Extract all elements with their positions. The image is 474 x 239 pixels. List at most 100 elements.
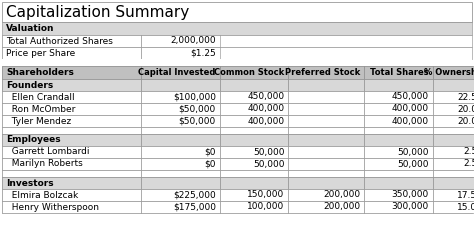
Text: 17.5%: 17.5% [457,190,474,200]
Text: 20.0%: 20.0% [457,116,474,125]
Bar [364,146,433,158]
Text: 400,000: 400,000 [247,116,284,125]
Bar [289,189,364,201]
Bar [2,201,472,213]
Bar [2,66,472,79]
Bar [2,103,141,115]
Text: 2.5%: 2.5% [463,159,474,168]
Text: Employees: Employees [6,136,61,145]
Bar [2,115,472,127]
Text: Capitalization Summary: Capitalization Summary [6,5,189,20]
Bar [141,47,220,59]
Bar [220,134,289,146]
Bar [2,189,472,201]
Bar [289,79,364,91]
Bar [289,127,364,134]
Text: Founders: Founders [6,81,53,89]
Bar [364,158,433,170]
Bar [220,189,289,201]
Bar [141,170,220,177]
Bar [289,201,364,213]
Bar [364,91,433,103]
Bar [2,22,472,35]
Bar [141,201,220,213]
Bar [433,134,474,146]
Bar [2,146,472,158]
Text: 22.5%: 22.5% [457,92,474,102]
Bar [364,79,433,91]
Text: Valuation: Valuation [6,24,55,33]
Text: Total Shares: Total Shares [370,68,428,77]
Text: Henry Witherspoon: Henry Witherspoon [6,202,99,212]
Bar [364,103,433,115]
Bar [364,127,433,134]
Bar [2,146,141,158]
Bar [220,146,289,158]
Bar [220,127,289,134]
Bar [220,201,289,213]
Bar [2,47,472,59]
Text: Tyler Mendez: Tyler Mendez [6,116,71,125]
Text: Ellen Crandall: Ellen Crandall [6,92,75,102]
Text: % Ownership: % Ownership [424,68,474,77]
Text: 400,000: 400,000 [247,104,284,114]
Text: Garrett Lombardi: Garrett Lombardi [6,147,90,157]
Bar [2,158,141,170]
Bar [220,91,289,103]
Bar [220,66,289,79]
Text: Marilyn Roberts: Marilyn Roberts [6,159,83,168]
Bar [141,79,220,91]
Bar [364,177,433,189]
Text: Preferred Stock: Preferred Stock [285,68,360,77]
Text: 15.0%: 15.0% [457,202,474,212]
Bar [2,47,141,59]
Text: Investors: Investors [6,179,54,188]
Text: Total Authorized Shares: Total Authorized Shares [6,37,113,45]
Text: $0: $0 [204,159,216,168]
Bar [220,79,289,91]
Bar [2,158,472,170]
Bar [433,177,474,189]
Bar [2,127,472,134]
Bar [2,177,472,189]
Bar [364,170,433,177]
Bar [141,91,220,103]
Bar [2,170,141,177]
Bar [2,79,141,91]
Text: 400,000: 400,000 [392,116,428,125]
Bar [2,79,472,91]
Bar [289,66,364,79]
Text: 200,000: 200,000 [323,190,360,200]
Bar [433,158,474,170]
Bar [433,127,474,134]
Bar [141,115,220,127]
Bar [2,35,472,47]
Bar [2,91,472,103]
Bar [289,115,364,127]
Text: 200,000: 200,000 [323,202,360,212]
Bar [2,201,141,213]
Bar [141,189,220,201]
Bar [2,2,472,22]
Text: Shareholders: Shareholders [6,68,74,77]
Bar [141,134,220,146]
Text: 100,000: 100,000 [247,202,284,212]
Bar [433,91,474,103]
Bar [2,35,141,47]
Bar [433,189,474,201]
Text: Capital Invested: Capital Invested [138,68,216,77]
Bar [141,177,220,189]
Text: 50,000: 50,000 [253,147,284,157]
Bar [220,103,289,115]
Bar [2,177,141,189]
Text: 450,000: 450,000 [247,92,284,102]
Bar [289,177,364,189]
Bar [141,158,220,170]
Bar [289,134,364,146]
Text: 2,000,000: 2,000,000 [170,37,216,45]
Text: $50,000: $50,000 [179,104,216,114]
Bar [141,66,220,79]
Text: 400,000: 400,000 [392,104,428,114]
Bar [433,103,474,115]
Text: $225,000: $225,000 [173,190,216,200]
